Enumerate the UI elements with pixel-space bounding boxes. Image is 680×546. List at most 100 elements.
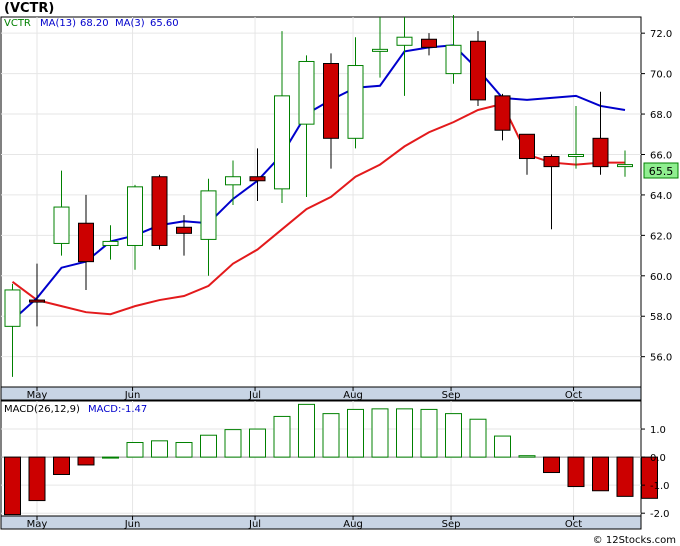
candle <box>274 31 290 204</box>
macd-bar <box>616 456 634 497</box>
candle <box>396 17 413 96</box>
candle <box>445 14 462 84</box>
candle <box>592 91 609 175</box>
price-x-axis-strip <box>0 386 642 401</box>
price-y-tick-label: 58.0 <box>650 312 672 323</box>
candle-body <box>494 95 511 131</box>
candle <box>347 37 364 149</box>
macd-histogram <box>1 403 658 516</box>
candle <box>519 133 535 175</box>
price-y-tick-label: 64.0 <box>650 191 672 202</box>
candle-body <box>323 63 339 139</box>
last-price-tag: 65.5 <box>643 162 679 179</box>
macd-bar <box>543 456 560 474</box>
candle-body <box>617 164 633 168</box>
macd-bar <box>592 456 609 492</box>
macd-y-tick-label: -2.0 <box>650 509 670 520</box>
watermark: © 12Stocks.com <box>593 535 676 546</box>
candle-body <box>53 206 70 244</box>
candle <box>372 17 388 78</box>
price-y-axis-ticks: 56.0 58.0 60.0 62.0 64.0 66.0 68.0 70.0 72.0 <box>641 29 672 364</box>
price-panel: May Jun Jul Aug Sep Oct 56.0 58.0 60.0 62.0 64.0 6… <box>0 14 672 401</box>
macd-y-tick-label: 1.0 <box>650 425 666 436</box>
macd-bar <box>518 455 536 458</box>
macd-bar <box>322 413 340 458</box>
candle-body <box>4 289 21 327</box>
candle-body <box>102 240 119 246</box>
macd-bar <box>494 435 511 458</box>
ma13-line <box>11 44 626 322</box>
candle <box>249 148 266 201</box>
price-y-tick-label: 60.0 <box>650 272 672 283</box>
candlesticks <box>4 14 633 377</box>
macd-y-tick-label: 0.0 <box>650 453 666 464</box>
candle <box>568 105 584 169</box>
candle-body <box>151 176 168 246</box>
price-y-tick-label: 68.0 <box>650 110 672 121</box>
price-x-tick-label: Sep <box>442 390 461 401</box>
candle <box>323 53 339 169</box>
candle-body <box>29 299 45 303</box>
macd-bar <box>567 456 585 488</box>
macd-y-axis-ticks: 1.0 0.0 -1.0 -2.0 <box>641 425 670 520</box>
candle-body <box>225 176 241 186</box>
legend: VCTR MA(13) 68.20 MA(3) 65.60 <box>4 18 179 29</box>
macd-bar <box>273 415 291 458</box>
candle <box>102 225 119 260</box>
price-y-tick-label: 62.0 <box>650 231 672 242</box>
macd-bar <box>445 413 462 458</box>
candle-body <box>200 190 217 240</box>
macd-bar <box>641 456 658 499</box>
macd-bar <box>371 408 389 458</box>
price-y-tick-label: 66.0 <box>650 150 672 161</box>
macd-x-tick-label: Jun <box>124 519 141 530</box>
macd-bar <box>249 428 266 458</box>
macd-bar <box>151 440 168 458</box>
macd-x-axis-strip <box>0 515 642 530</box>
candle-body <box>592 137 609 168</box>
macd-bar <box>53 456 70 475</box>
macd-bar <box>102 456 119 459</box>
macd-bar <box>126 442 144 458</box>
price-x-tick-label: Oct <box>565 390 582 401</box>
macd-bar <box>4 456 21 516</box>
macd-x-tick-label: Jul <box>248 519 261 530</box>
price-x-tick-label: May <box>27 390 48 401</box>
macd-x-tick-label: Sep <box>442 519 461 530</box>
candle <box>151 174 168 250</box>
macd-bar <box>28 456 46 502</box>
macd-bar <box>200 434 217 458</box>
price-y-tick-label: 70.0 <box>650 70 672 81</box>
price-grid <box>1 17 641 387</box>
legend-ma13-value: 68.20 <box>80 18 109 29</box>
price-x-tick-label: Jun <box>124 390 141 401</box>
candle-body <box>470 40 486 101</box>
macd-bar <box>420 408 438 458</box>
last-price-tag-box <box>643 162 679 179</box>
macd-legend: MACD:-1.47 <box>88 404 147 415</box>
macd-bar <box>298 403 315 458</box>
candle <box>200 178 217 276</box>
macd-x-axis-ticks: May Jun Jul Aug Sep Oct <box>27 516 582 530</box>
chart-title: (VCTR) <box>4 1 54 16</box>
macd-x-tick-label: May <box>27 519 48 530</box>
candle <box>543 154 560 230</box>
candle <box>53 170 70 256</box>
candle <box>127 184 143 270</box>
macd-title: MACD(26,12,9) <box>4 404 80 415</box>
candle <box>470 31 486 106</box>
candle-body <box>176 226 192 234</box>
candle <box>421 33 437 56</box>
last-price-tag-label: 65.5 <box>649 165 674 178</box>
macd-bar <box>224 429 242 458</box>
candle-body <box>127 186 143 246</box>
candle-body <box>519 133 535 160</box>
candle-body <box>421 38 437 48</box>
legend-ma3-value: 65.60 <box>150 18 179 29</box>
candle-body <box>274 95 290 190</box>
macd-bar <box>77 456 95 466</box>
candle-body <box>298 60 315 125</box>
candle <box>494 93 511 141</box>
